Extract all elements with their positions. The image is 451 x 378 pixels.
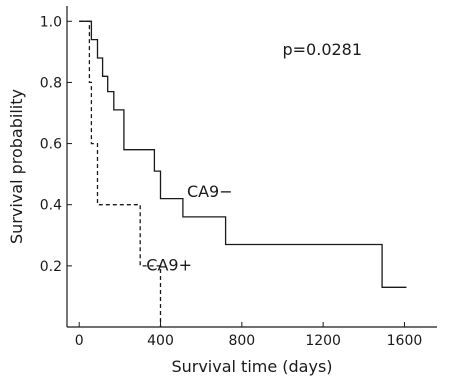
x-tick-label: 1200 (305, 333, 341, 349)
y-tick-label: 0.4 (40, 198, 62, 214)
p-value-annotation: p=0.0281 (282, 40, 362, 59)
series-line-ca9-solid (79, 20, 407, 288)
series-label: CA9− (187, 182, 233, 201)
x-tick-label: 0 (75, 333, 84, 349)
y-tick-label: 0.8 (40, 75, 62, 91)
y-tick-label: 0.2 (40, 259, 62, 275)
x-tick-label: 800 (228, 333, 255, 349)
y-axis-label: Survival probability (7, 89, 26, 244)
x-tick-label: 1600 (387, 333, 423, 349)
y-tick-label: 1.0 (40, 14, 62, 30)
y-tick-label: 0.6 (40, 137, 62, 153)
series-label: CA9+ (146, 255, 192, 274)
series-line-ca9-dashed (79, 20, 162, 327)
x-tick-label: 400 (147, 333, 174, 349)
x-axis-label: Survival time (days) (171, 357, 332, 376)
plot-area: 0.2 0.4 0.6 0.8 1.0 0 400 800 1200 1600 Survival t… (7, 6, 437, 376)
